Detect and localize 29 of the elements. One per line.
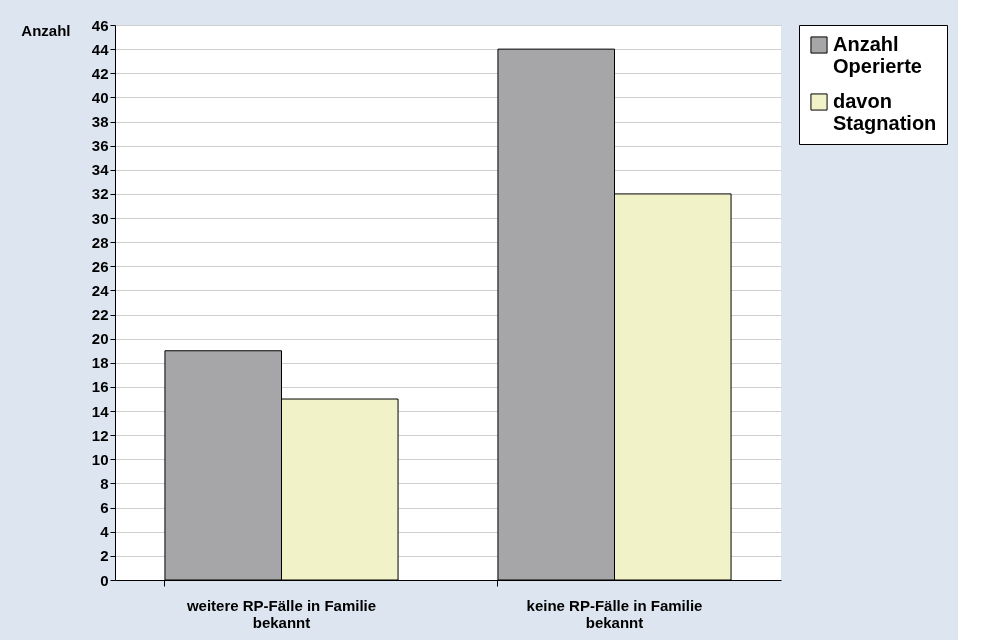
y-tick-label: 44 [91,40,110,58]
y-tick-label: 26 [91,257,109,275]
y-tick-label: 2 [100,547,109,565]
y-tick-label: 12 [91,426,109,444]
legend-label: davon Stagnation [833,90,937,134]
y-tick-label: 4 [100,523,110,541]
y-tick-label: 0 [100,571,109,589]
y-tick-label: 22 [91,306,109,324]
y-tick-label: 36 [91,137,109,155]
y-tick-label: 24 [91,281,110,299]
y-tick-label: 20 [91,330,109,348]
y-tick-label: 32 [91,185,109,203]
y-tick-label: 30 [91,209,109,227]
x-tick-label: weitere RP-Fälle in Familie bekannt [185,596,377,631]
y-tick-label: 34 [91,161,110,179]
y-tick-label: 8 [100,474,109,492]
legend-label: Anzahl Operierte [833,33,922,77]
y-tick-label: 46 [91,16,109,34]
y-tick-label: 14 [91,402,110,420]
y-tick-label: 6 [100,499,109,517]
y-tick-label: 38 [91,113,109,131]
x-tick-label: keine RP-Fälle in Familie bekannt [526,596,703,631]
y-tick-label: 10 [91,450,109,468]
y-tick-label: 16 [91,378,109,396]
y-tick-label: 18 [91,354,109,372]
y-tick-label: 40 [91,88,109,106]
y-axis-title: Anzahl [21,21,71,39]
y-tick-label: 28 [91,233,109,251]
y-tick-label: 42 [91,64,109,82]
